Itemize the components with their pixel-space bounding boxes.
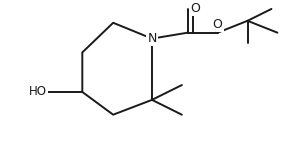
Text: O: O — [213, 18, 223, 31]
Text: O: O — [190, 2, 200, 15]
Text: N: N — [147, 32, 157, 45]
Text: HO: HO — [29, 85, 47, 98]
